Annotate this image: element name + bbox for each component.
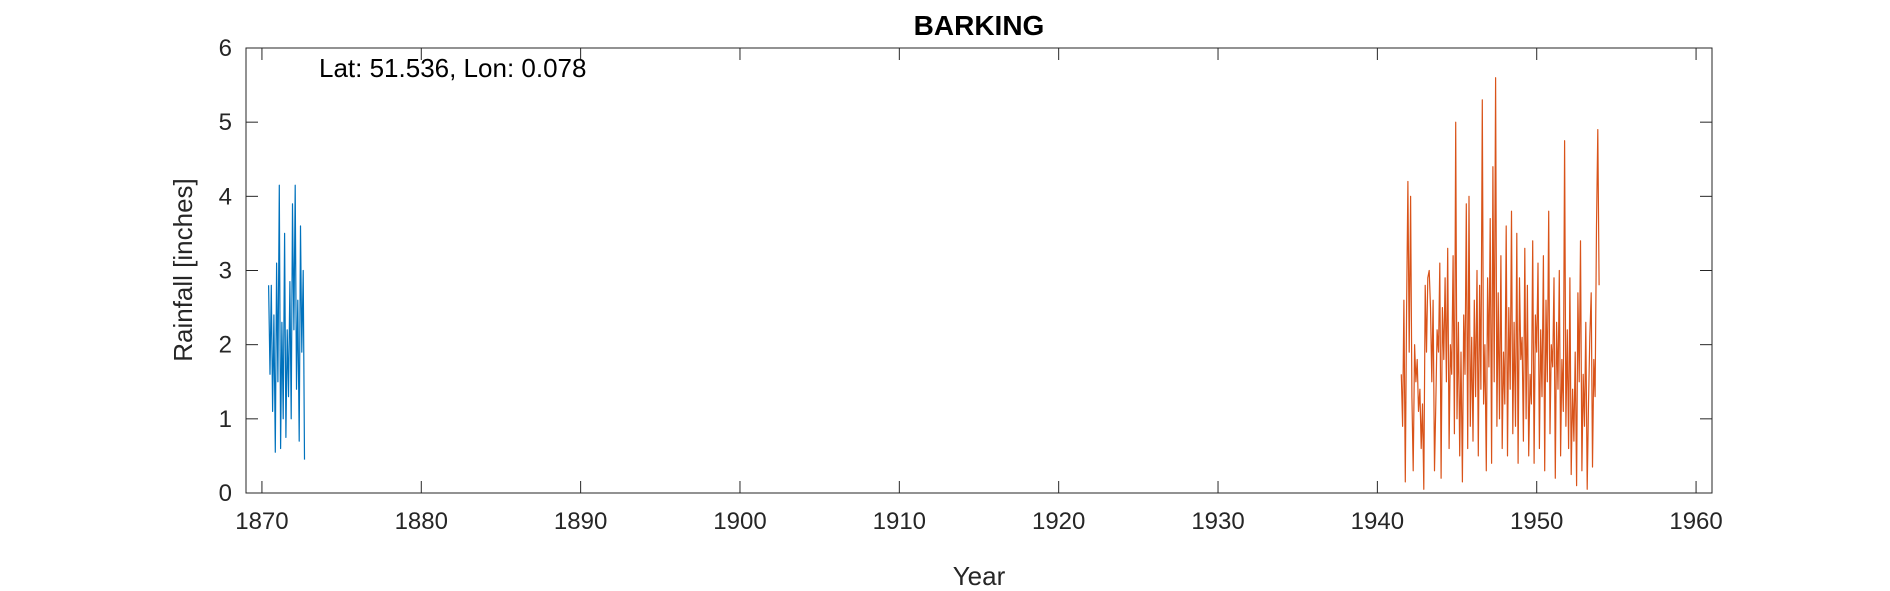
y-axis-ticks: 0 1 2 3 4 5 6 (219, 35, 1712, 507)
y-tick-label: 5 (219, 109, 232, 136)
x-tick-label: 1900 (713, 508, 766, 535)
x-tick-label: 1940 (1351, 508, 1404, 535)
y-tick-label: 1 (219, 406, 232, 433)
y-tick-label: 3 (219, 258, 232, 285)
x-tick-label: 1890 (554, 508, 607, 535)
x-axis-label: Year (953, 561, 1006, 591)
x-tick-label: 1930 (1191, 508, 1244, 535)
x-tick-label: 1960 (1669, 508, 1722, 535)
x-tick-label: 1950 (1510, 508, 1563, 535)
y-axis-label: Rainfall [inches] (168, 178, 198, 362)
x-tick-label: 1920 (1032, 508, 1085, 535)
y-tick-label: 4 (219, 183, 232, 210)
y-tick-label: 0 (219, 480, 232, 507)
chart-title: BARKING (914, 10, 1045, 41)
x-tick-label: 1910 (873, 508, 926, 535)
x-tick-label: 1880 (395, 508, 448, 535)
y-tick-label: 2 (219, 332, 232, 359)
series-line-2 (1400, 77, 1600, 490)
x-tick-label: 1870 (235, 508, 288, 535)
location-annotation: Lat: 51.536, Lon: 0.078 (319, 53, 586, 83)
y-tick-label: 6 (219, 35, 232, 62)
series-layer (268, 77, 1600, 490)
series-line-1 (268, 184, 306, 460)
x-axis-ticks: 1870 1880 1890 1900 1910 1920 1930 1940 1950 1960 (235, 48, 1723, 535)
